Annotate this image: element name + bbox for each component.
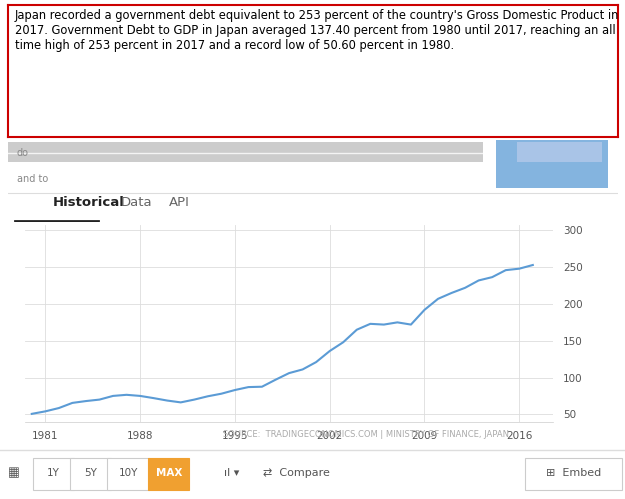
Text: SOURCE:  TRADINGECONOMICS.COM | MINISTRY OF FINANCE, JAPAN: SOURCE: TRADINGECONOMICS.COM | MINISTRY … [222, 430, 509, 439]
Text: Data: Data [121, 196, 152, 209]
Text: ıl ▾: ıl ▾ [224, 468, 239, 478]
Text: 10Y: 10Y [119, 468, 138, 478]
Text: ⇄  Compare: ⇄ Compare [264, 468, 331, 478]
Text: API: API [169, 196, 190, 209]
FancyBboxPatch shape [70, 458, 111, 490]
FancyBboxPatch shape [517, 142, 602, 163]
Text: do: do [17, 148, 29, 158]
Text: ▦: ▦ [8, 466, 19, 480]
FancyBboxPatch shape [525, 458, 622, 490]
Text: Historical: Historical [53, 196, 125, 209]
Text: and to: and to [17, 174, 48, 184]
FancyBboxPatch shape [8, 142, 483, 163]
FancyBboxPatch shape [32, 458, 74, 490]
Text: 5Y: 5Y [84, 468, 97, 478]
Text: ⊞  Embed: ⊞ Embed [546, 468, 601, 478]
Text: MAX: MAX [156, 468, 182, 478]
Text: Japan recorded a government debt equivalent to 253 percent of the country's Gros: Japan recorded a government debt equival… [15, 9, 619, 52]
FancyBboxPatch shape [107, 458, 149, 490]
Text: 1Y: 1Y [47, 468, 59, 478]
FancyBboxPatch shape [148, 458, 189, 490]
FancyBboxPatch shape [496, 140, 608, 188]
